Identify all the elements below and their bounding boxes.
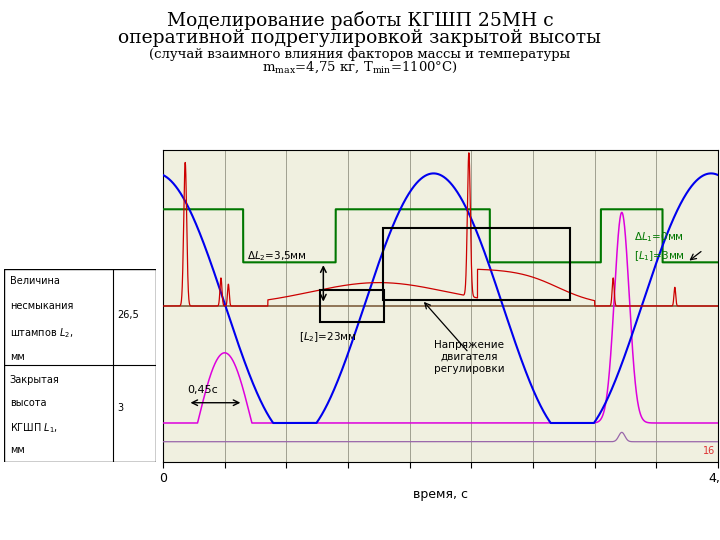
Text: высота: высота	[9, 398, 46, 408]
Text: 3: 3	[118, 403, 124, 413]
Bar	[382, 228, 570, 300]
Text: 16: 16	[703, 446, 716, 456]
Text: Закрытая: Закрытая	[9, 375, 60, 385]
Text: $[L_1]$=3мм: $[L_1]$=3мм	[634, 249, 685, 263]
Text: штампов $L_2$,: штампов $L_2$,	[9, 327, 73, 340]
Bar	[320, 291, 384, 322]
Text: оперативной подрегулировкой закрытой высоты: оперативной подрегулировкой закрытой выс…	[119, 29, 601, 46]
Text: Величина: Величина	[9, 276, 60, 286]
Text: Моделирование работы КГШП 25МН с: Моделирование работы КГШП 25МН с	[167, 11, 553, 30]
Text: $[L_2]$=23мм: $[L_2]$=23мм	[299, 330, 356, 344]
Text: мм: мм	[9, 352, 24, 362]
Text: 0,45с: 0,45с	[188, 386, 218, 395]
Text: $\Delta L_2$=3,5мм: $\Delta L_2$=3,5мм	[247, 249, 307, 263]
Text: несмыкания: несмыкания	[9, 301, 73, 312]
Text: КГШП $L_1$,: КГШП $L_1$,	[9, 421, 58, 435]
Text: 26,5: 26,5	[118, 310, 140, 320]
Text: Напряжение
двигателя
регулировки: Напряжение двигателя регулировки	[433, 340, 504, 374]
Text: мм: мм	[9, 444, 24, 455]
Text: $\Delta L_1$=0мм: $\Delta L_1$=0мм	[634, 231, 684, 244]
Text: (случай взаимного влияния факторов массы и температуры: (случай взаимного влияния факторов массы…	[150, 48, 570, 60]
Text: m$_{\mathregular{max}}$=4,75 кг, T$_{\mathregular{min}}$=1100°C): m$_{\mathregular{max}}$=4,75 кг, T$_{\ma…	[262, 59, 458, 75]
X-axis label: время, с: время, с	[413, 488, 468, 501]
